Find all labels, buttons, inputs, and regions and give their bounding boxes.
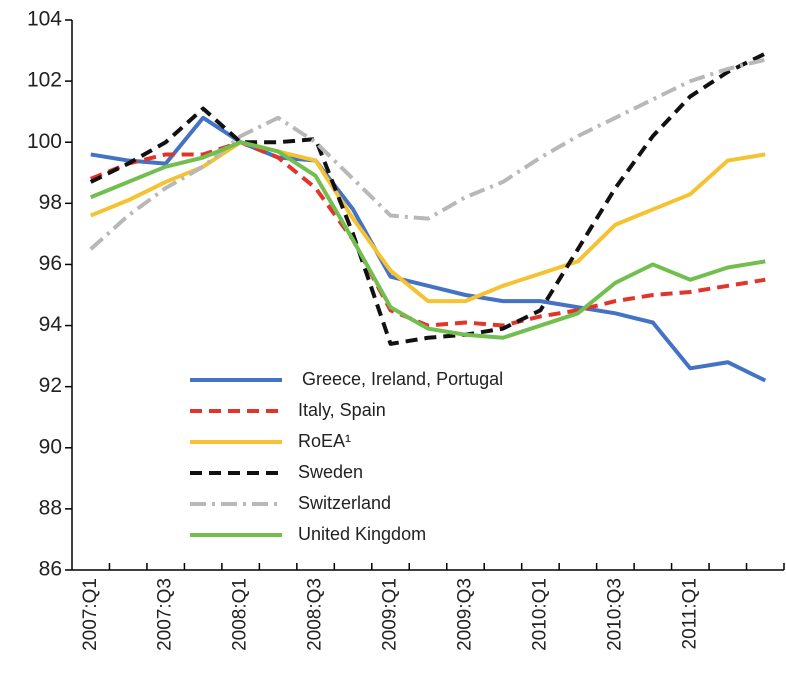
y-tick-label: 90 [39, 435, 62, 458]
legend-label: Italy, Spain [298, 400, 386, 420]
x-tick-label: 2008:Q1 [230, 578, 251, 651]
y-tick-label: 86 [39, 558, 62, 581]
legend-label: Sweden [298, 462, 363, 482]
series-line [89, 140, 766, 340]
x-tick-label: 2010:Q1 [529, 578, 550, 651]
x-tick-label: 2008:Q3 [305, 578, 326, 651]
y-tick-label: 96 [39, 252, 62, 275]
y-tick-label: 104 [27, 8, 62, 31]
series-line [90, 115, 767, 383]
series-line [89, 140, 766, 304]
x-tick-label: 2007:Q3 [155, 578, 176, 651]
y-tick-label: 102 [27, 69, 62, 92]
y-tick-label: 92 [39, 374, 62, 397]
y-tick-label: 100 [27, 130, 62, 153]
legend-label: RoEA¹ [298, 431, 351, 451]
x-tick-label: 2007:Q1 [80, 578, 101, 651]
x-tick-label: 2010:Q3 [604, 578, 625, 651]
x-tick-label: 2009:Q1 [380, 578, 401, 651]
legend-label: Greece, Ireland, Portugal [302, 369, 503, 389]
y-tick-label: 98 [39, 191, 62, 214]
y-tick-label: 88 [39, 496, 62, 519]
series-line [89, 57, 766, 251]
series-line [89, 51, 767, 346]
legend-label: United Kingdom [298, 524, 426, 544]
x-tick-label: 2011:Q1 [679, 578, 700, 649]
series-line [89, 140, 766, 328]
x-tick-label: 2009:Q3 [454, 578, 475, 651]
y-tick-label: 94 [39, 313, 63, 336]
legend-label: Switzerland [298, 493, 391, 513]
